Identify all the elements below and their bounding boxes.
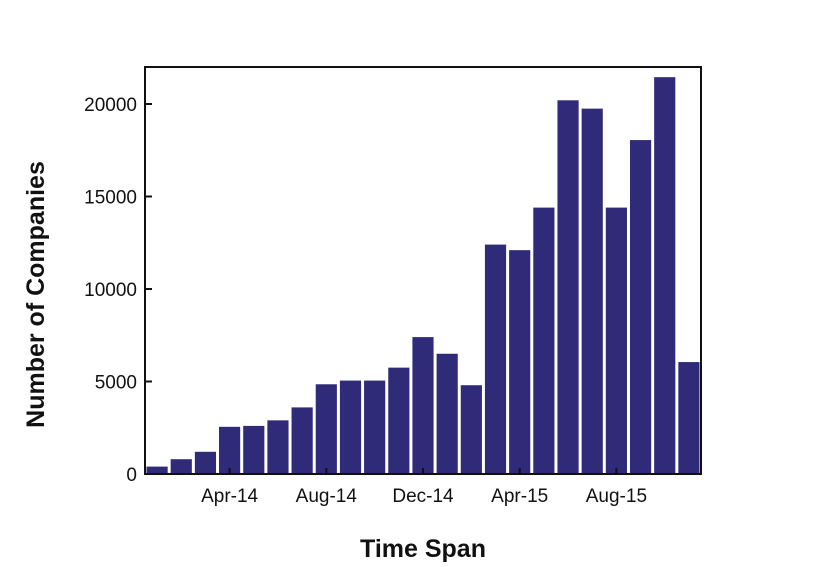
bar-mar-14 <box>194 451 217 474</box>
y-tick-label: 0 <box>126 465 137 486</box>
y-tick-label: 20000 <box>84 95 137 116</box>
bar-apr-15 <box>509 250 531 474</box>
x-tick-label: Aug-14 <box>296 486 358 507</box>
y-tick-label: 15000 <box>84 188 137 209</box>
bar-feb-15 <box>460 385 482 474</box>
bar-sep-14 <box>339 380 362 474</box>
bar-sep-15 <box>629 140 652 474</box>
bars-layer <box>146 77 700 475</box>
bar-oct-15 <box>654 77 676 475</box>
bar-may-14 <box>243 425 265 474</box>
bar-nov-14 <box>388 367 410 475</box>
bar-aug-15 <box>605 207 627 474</box>
x-axis-title: Time Span <box>360 535 486 563</box>
x-tick-label: Dec-14 <box>392 486 454 507</box>
x-tick-label: Aug-15 <box>586 486 647 507</box>
bar-feb-14 <box>170 459 192 474</box>
bar-jan-15 <box>436 353 458 474</box>
bar-nov-15 <box>678 362 700 474</box>
bar-aug-14 <box>315 384 337 474</box>
bar-apr-14 <box>219 426 241 474</box>
x-tick-label: Apr-15 <box>491 486 548 507</box>
y-tick-label: 5000 <box>95 373 137 394</box>
bar-jun-15 <box>557 100 579 475</box>
y-axis: 0 5000 10000 15000 20000 <box>84 95 152 486</box>
x-axis: Apr-14 Aug-14 Dec-14 Apr-15 Aug-15 <box>201 468 647 507</box>
bar-jul-14 <box>291 407 313 474</box>
bar-may-15 <box>533 207 555 474</box>
y-axis-title: Number of Companies <box>22 161 50 428</box>
y-tick-label: 10000 <box>84 280 137 301</box>
x-tick-label: Apr-14 <box>201 486 258 507</box>
bar-mar-15 <box>484 244 507 474</box>
bar-oct-14 <box>364 380 386 474</box>
bar-dec-14 <box>412 337 434 474</box>
bar-jul-15 <box>581 108 603 475</box>
bar-jun-14 <box>267 420 289 474</box>
bar-jan-14 <box>146 466 168 474</box>
